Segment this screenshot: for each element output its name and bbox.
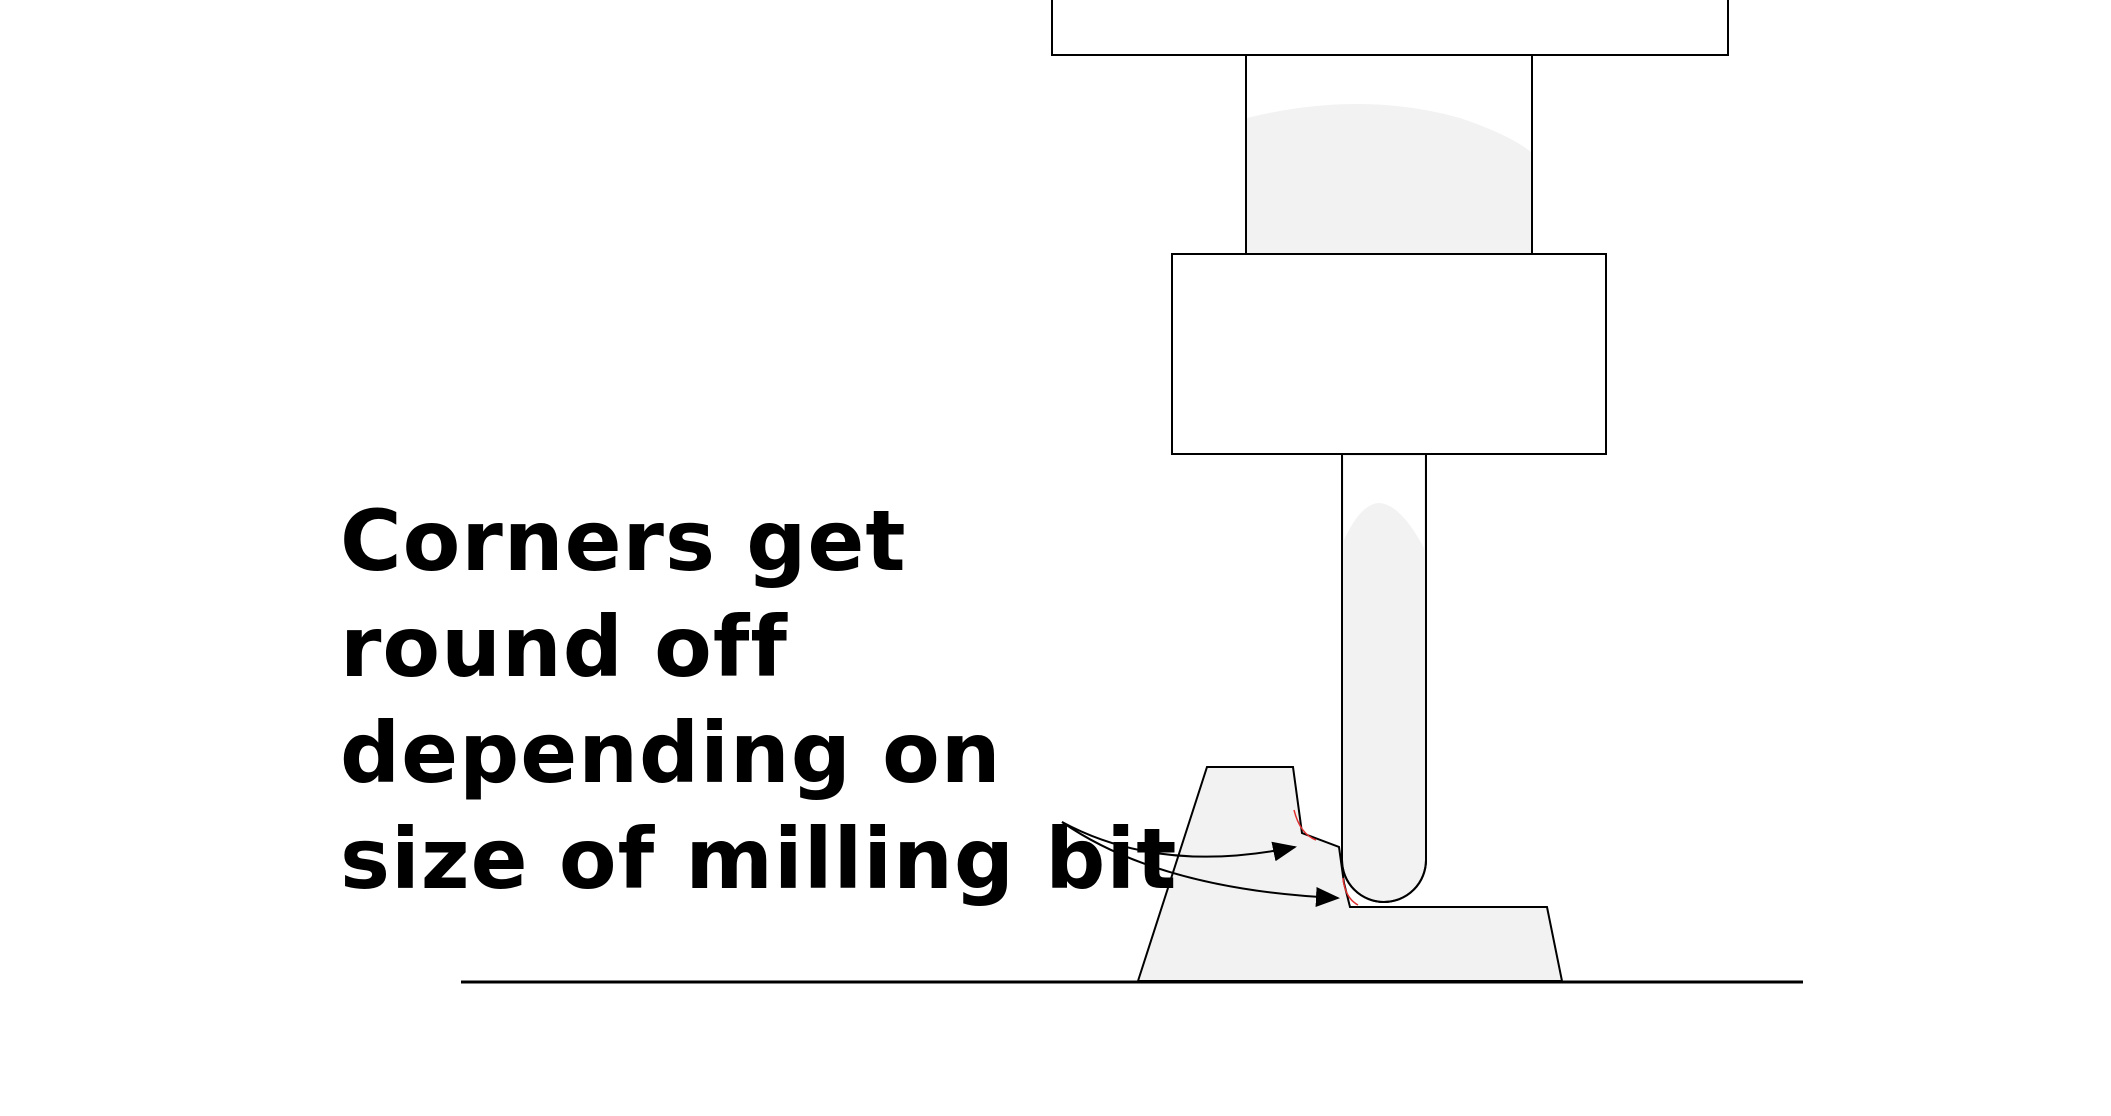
caption: Corners get round off depending on size … [340, 488, 1178, 912]
caption-line: round off [340, 598, 788, 696]
arrow-icon [1061, 821, 1340, 907]
caption-line: Corners get [340, 492, 907, 590]
milling-bit-highlight [1344, 456, 1424, 548]
corner-mark-lower [1342, 877, 1359, 906]
arrow-icon [1061, 821, 1297, 862]
spindle-shaft-highlight [1247, 56, 1531, 152]
spindle-head [1051, 0, 1729, 56]
caption-line: depending on [340, 704, 1002, 802]
corner-mark-upper [1293, 809, 1317, 841]
caption-line: size of milling bit [340, 810, 1178, 908]
collet [1171, 253, 1607, 455]
